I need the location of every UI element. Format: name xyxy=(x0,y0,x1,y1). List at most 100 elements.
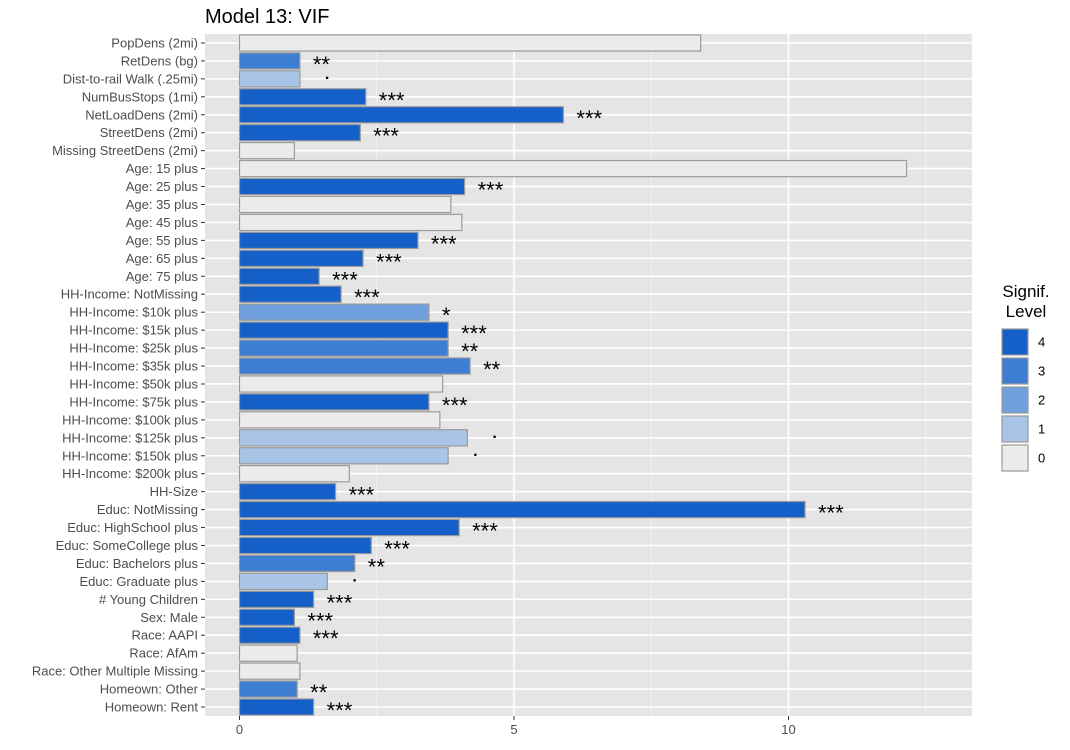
category-label: HH-Income: $125k plus xyxy=(62,430,198,445)
bar xyxy=(238,375,444,393)
category-label: NumBusStops (1mi) xyxy=(82,89,198,104)
significance-stars: *** xyxy=(384,537,410,562)
category-label: HH-Size xyxy=(150,484,198,499)
significance-stars: ** xyxy=(368,554,386,579)
category-label: Homeown: Other xyxy=(100,682,199,697)
category-label: PopDens (2mi) xyxy=(111,35,198,50)
bar xyxy=(238,141,296,160)
bar xyxy=(238,195,452,214)
category-label: StreetDens (2mi) xyxy=(100,125,198,140)
significance-stars: *** xyxy=(307,608,333,633)
bar xyxy=(238,231,419,250)
bar xyxy=(238,177,466,196)
significance-stars: . xyxy=(473,443,477,460)
category-label: Age: 25 plus xyxy=(126,179,199,194)
category-label: Age: 35 plus xyxy=(126,197,199,212)
bar xyxy=(238,213,463,232)
bar xyxy=(238,662,301,680)
significance-stars: *** xyxy=(313,626,339,651)
category-label: HH-Income: $100k plus xyxy=(62,412,198,427)
significance-stars: . xyxy=(492,425,496,442)
category-label: RetDens (bg) xyxy=(121,53,198,68)
category-label: HH-Income: NotMissing xyxy=(61,287,198,302)
category-label: HH-Income: $10k plus xyxy=(69,305,198,320)
bar xyxy=(238,536,372,555)
legend-key xyxy=(1001,444,1029,472)
bar xyxy=(238,285,342,303)
significance-stars: ** xyxy=(310,680,328,705)
significance-stars: *** xyxy=(576,106,602,131)
bar xyxy=(238,303,430,321)
bar xyxy=(238,518,460,537)
category-label: NetLoadDens (2mi) xyxy=(85,107,198,122)
bar xyxy=(238,124,361,142)
category-label: Educ: Bachelors plus xyxy=(76,556,199,571)
category-label: HH-Income: $35k plus xyxy=(69,359,198,374)
significance-stars: *** xyxy=(442,393,468,418)
category-label: HH-Income: $150k plus xyxy=(62,448,198,463)
bar xyxy=(238,429,468,447)
bar xyxy=(238,482,337,501)
legend-key xyxy=(1001,415,1029,443)
category-label: Race: AAPI xyxy=(132,628,198,643)
category-label: HH-Income: $25k plus xyxy=(69,341,198,356)
legend-label: 2 xyxy=(1038,393,1045,408)
significance-stars: * xyxy=(442,303,451,328)
bar xyxy=(238,500,806,519)
bar xyxy=(238,339,449,357)
bar xyxy=(238,590,315,609)
x-tick-label: 5 xyxy=(510,722,517,737)
significance-stars: *** xyxy=(327,698,353,723)
legend-title: Level xyxy=(1006,302,1047,321)
legend-key xyxy=(1001,386,1029,414)
significance-stars: ** xyxy=(313,52,331,77)
bar xyxy=(238,554,356,573)
bar xyxy=(238,159,908,178)
x-tick-label: 10 xyxy=(781,722,795,737)
significance-stars: *** xyxy=(472,519,498,544)
significance-stars: *** xyxy=(431,231,457,256)
category-label: Race: Other Multiple Missing xyxy=(32,664,198,679)
bar xyxy=(238,34,702,52)
bar xyxy=(238,321,449,339)
category-label: HH-Income: $15k plus xyxy=(69,323,198,338)
category-label: Age: 65 plus xyxy=(126,251,199,266)
bar xyxy=(238,393,430,411)
bar xyxy=(238,644,298,662)
category-label: Educ: SomeCollege plus xyxy=(56,538,199,553)
category-label: Age: 75 plus xyxy=(126,269,199,284)
significance-stars: *** xyxy=(327,590,353,615)
bar xyxy=(238,267,320,285)
significance-stars: *** xyxy=(461,321,487,346)
bar xyxy=(238,698,315,716)
legend-key xyxy=(1001,357,1029,385)
legend-label: 1 xyxy=(1038,422,1045,437)
bar xyxy=(238,70,301,88)
legend-label: 3 xyxy=(1038,364,1045,379)
category-label: Educ: HighSchool plus xyxy=(67,520,198,535)
category-label: Educ: NotMissing xyxy=(97,502,198,517)
bar xyxy=(238,357,471,375)
significance-stars: . xyxy=(325,66,329,83)
category-label: # Young Children xyxy=(99,592,198,607)
significance-stars: ** xyxy=(483,357,501,382)
x-tick-label: 0 xyxy=(236,722,243,737)
chart-title: Model 13: VIF xyxy=(205,6,330,28)
significance-stars: *** xyxy=(376,249,402,274)
legend-title: Signif. xyxy=(1002,282,1049,301)
bar xyxy=(238,608,296,626)
category-label: Missing StreetDens (2mi) xyxy=(52,143,198,158)
significance-stars: *** xyxy=(478,178,504,203)
significance-stars: *** xyxy=(818,501,844,526)
category-label: HH-Income: $75k plus xyxy=(69,394,198,409)
category-label: Dist-to-rail Walk (.25mi) xyxy=(63,71,198,86)
bar xyxy=(238,52,301,70)
category-label: Age: 55 plus xyxy=(126,233,199,248)
bar xyxy=(238,626,301,644)
bar xyxy=(238,88,367,106)
bar xyxy=(238,411,441,429)
category-label: Educ: Graduate plus xyxy=(79,574,198,589)
significance-stars: *** xyxy=(373,124,399,149)
plot-panel xyxy=(205,34,972,716)
